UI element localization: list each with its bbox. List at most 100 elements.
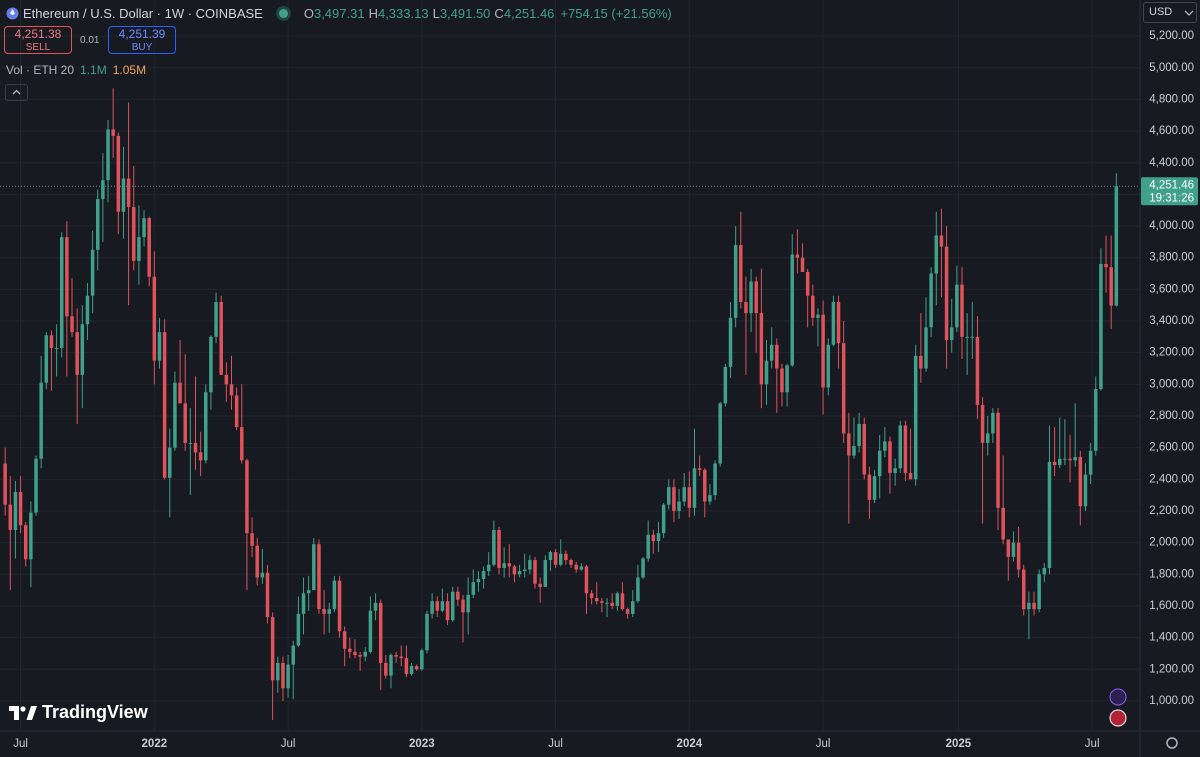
y-tick-label: 2,400.00 [1149,473,1194,485]
candle-body [276,662,280,681]
candle-body [1068,458,1072,461]
candle-body [625,609,630,614]
candle-body [435,601,440,611]
candle-body [481,571,486,580]
candle-body [800,257,805,272]
candle-body [564,553,568,561]
candle-body [342,631,347,649]
candle-body [111,129,115,136]
sell-button[interactable]: 4,251.38 SELL [4,26,72,54]
candle-body [132,207,136,261]
candle-body [75,332,79,375]
ohlc-key: O [303,5,314,21]
candle-body [296,613,301,646]
candle-body [214,302,218,337]
candle-body [970,336,975,338]
candle-body [512,566,517,575]
candle-body [147,218,151,277]
candle-body [44,335,49,383]
buy-button[interactable]: 4,251.39 BUY [108,26,176,54]
candle-body [697,468,702,470]
symbol[interactable]: Ethereum / U.S. Dollar · 1W · COINBASE [23,5,263,21]
candle-body [883,441,887,451]
currency-select[interactable]: USD [1143,2,1197,23]
candle-body [939,235,944,247]
candle-body [255,545,259,578]
candle-body [723,366,728,404]
last-price-tag [1141,177,1198,206]
candle-body [1006,539,1011,557]
candle-body [219,302,223,375]
candle-body [1011,542,1016,557]
candle-body [1027,602,1031,610]
candle-body [708,495,712,502]
candle-body [368,610,373,652]
candle-body [101,180,105,200]
settings-icon[interactable] [1166,737,1178,749]
sell-price: 4,251.38 [14,27,62,41]
candle-body [847,433,851,456]
volume-ma: 1.05M [112,63,147,77]
candle-body [1032,602,1036,610]
candle-body [461,599,465,613]
candle-body [492,529,496,565]
candle-body [317,544,321,610]
candle-body [245,460,249,534]
candle-body [811,295,815,318]
candle-body [70,316,74,333]
y-tick-label: 4,800.00 [1149,93,1194,105]
candle-body [841,343,846,434]
tradingview-logo[interactable]: TradingView [8,702,148,723]
candle-body [739,245,743,303]
candle-body [291,645,295,665]
alert-icon[interactable] [1109,688,1127,706]
candle-body [754,281,758,314]
candle-body [744,302,748,314]
candle-body [162,332,167,478]
candle-body [80,324,85,375]
candle-body [157,332,162,361]
ohlc-value: 3,497.31 [313,5,365,21]
candle-body [502,563,506,568]
candle-body [265,572,270,618]
candle-body [955,284,959,328]
x-tick-label: 2023 [409,738,435,750]
candle-body [631,601,635,614]
candle-body [1037,574,1041,610]
candle-body [389,655,393,676]
candle-body [919,355,923,369]
y-tick-label: 5,200.00 [1149,30,1194,42]
candle-body [1083,474,1088,507]
collapse-button[interactable] [5,84,28,101]
candle-body [224,374,229,385]
y-tick-label: 3,000.00 [1149,378,1194,390]
candle-body [543,560,548,587]
candle-body [965,336,969,338]
candle-body [1052,461,1057,466]
candle-body [1047,461,1052,568]
candle-body [569,560,573,565]
candle-body [332,580,337,610]
market-status [278,8,288,18]
candle-body [1073,457,1077,461]
eth-icon [6,7,19,19]
candle-body [306,590,311,594]
ohlc-value: 4,251.46 [503,5,555,21]
x-tick-label: Jul [816,738,831,750]
candle-body [260,572,265,578]
candle-body [234,395,239,428]
candle-body [826,344,830,388]
candle-body [301,593,306,614]
candle-body [270,617,275,681]
candle-body [39,382,43,459]
spread: 0.01 [80,35,100,46]
y-tick-label: 2,200.00 [1149,505,1194,517]
y-tick-label: 4,400.00 [1149,157,1194,169]
last-price-label: 4,251.46 [1149,179,1194,191]
candle-body [759,313,764,385]
flag-icon[interactable] [1109,709,1127,727]
candle-body [152,276,157,361]
candle-body [821,314,825,388]
candle-body [327,609,331,614]
